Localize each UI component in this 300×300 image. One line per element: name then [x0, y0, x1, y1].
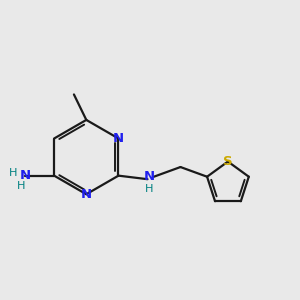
- Text: H: H: [145, 184, 153, 194]
- Text: H: H: [9, 168, 18, 178]
- Text: H: H: [17, 181, 26, 191]
- Text: N: N: [143, 170, 155, 183]
- Text: N: N: [81, 188, 92, 201]
- Text: N: N: [20, 169, 31, 182]
- Text: N: N: [113, 132, 124, 145]
- Text: S: S: [223, 155, 233, 168]
